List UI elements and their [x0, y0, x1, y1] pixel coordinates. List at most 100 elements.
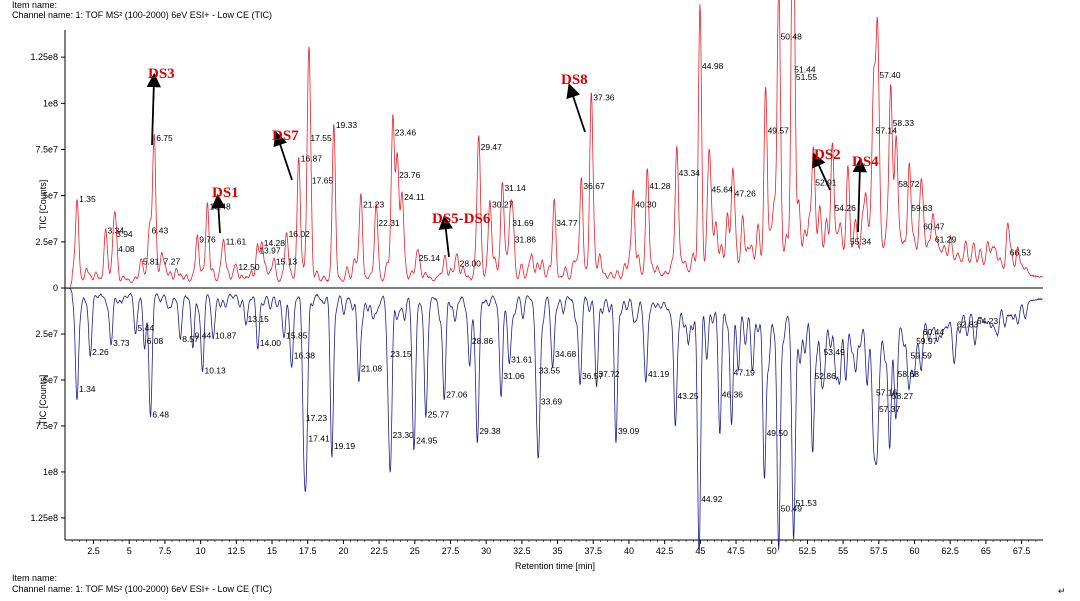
x-tick-label: 15 [267, 546, 277, 556]
peak-label-top: 16.02 [289, 229, 311, 239]
y-axis-label-top: TIC [Counts] [38, 180, 48, 231]
peak-label-top: 36.67 [583, 181, 605, 191]
y-tick-label-bottom: 2.5e7 [35, 329, 58, 339]
annotations: DS3 DS1 DS7 DS5-DS6 DS8 DS2 DS4 [146, 66, 879, 258]
peak-label-top: 49.57 [768, 126, 790, 136]
peak-label-bottom: 25.77 [428, 410, 450, 420]
x-tick-label: 47.5 [727, 546, 745, 556]
peak-label-bottom: 41.19 [648, 369, 670, 379]
x-tick-label: 62.5 [941, 546, 959, 556]
channel-name-label-top: Channel name: 1: TOF MS² (100-2000) 6eV … [12, 10, 273, 20]
x-tick-label: 57.5 [870, 546, 888, 556]
peak-label-bottom: 21.08 [361, 364, 383, 374]
peak-label-bottom: 57.16 [876, 387, 898, 397]
x-tick-label: 37.5 [584, 546, 602, 556]
peak-label-bottom: 15.85 [286, 330, 308, 340]
annotation-arrow [812, 152, 831, 191]
peak-label-top: 31.14 [504, 183, 526, 193]
peak-label-top: 34.77 [556, 218, 578, 228]
y-tick-label-top: 2.5e7 [35, 237, 58, 247]
peak-label-top: 14.28 [264, 238, 286, 248]
peak-label-top: 23.46 [395, 127, 417, 137]
peak-label-top: 57.14 [876, 126, 898, 136]
annotation-label: DS5-DS6 [432, 211, 491, 227]
peak-label-bottom: 62.83 [957, 319, 979, 329]
x-tick-label: 50 [767, 546, 777, 556]
annotation-label: DS8 [561, 72, 588, 88]
peak-label-bottom: 31.61 [511, 354, 533, 364]
peak-label-top: 16.87 [301, 153, 323, 163]
peak-label-bottom: 36.57 [582, 371, 604, 381]
annotation-label: DS3 [148, 66, 175, 82]
x-tick-label: 40 [624, 546, 634, 556]
peak-label-top: 55.34 [850, 236, 872, 246]
annotation-arrow [211, 193, 226, 234]
traces [66, 0, 1043, 555]
annotation-arrow [438, 214, 453, 258]
x-tick-label: 27.5 [442, 546, 460, 556]
peak-label-bottom: 33.69 [541, 397, 563, 407]
peak-label-top: 6.43 [152, 225, 169, 235]
peak-label-top: 22.31 [378, 218, 400, 228]
peak-label-top: 43.34 [679, 168, 701, 178]
peak-label-top: 15.13 [276, 257, 298, 267]
annotation-arrow [852, 157, 867, 233]
x-tick-label: 12.5 [228, 546, 246, 556]
x-tick-label: 67.5 [1013, 546, 1031, 556]
peak-label-top: 19.33 [336, 120, 358, 130]
y-tick-label-top: 1e8 [43, 98, 58, 108]
peak-label-top: 44.98 [702, 61, 724, 71]
peak-label-bottom: 46.36 [722, 389, 744, 399]
end-mark: ↵ [1058, 586, 1066, 596]
x-tick-label: 42.5 [656, 546, 674, 556]
peak-label-bottom: 33.55 [539, 365, 561, 375]
x-tick-label: 30 [481, 546, 491, 556]
x-tick-label: 45 [695, 546, 705, 556]
peak-label-bottom: 17.41 [308, 433, 330, 443]
peak-label-bottom: 10.87 [215, 330, 237, 340]
peak-label-top: 30.27 [492, 199, 514, 209]
peak-label-top: 25.14 [419, 253, 441, 263]
peak-label-bottom: 53.49 [824, 347, 846, 357]
peak-label-bottom: 51.53 [796, 498, 818, 508]
peak-label-top: 17.65 [312, 175, 334, 185]
x-tick-label: 35 [553, 546, 563, 556]
peak-label-top: 13.97 [259, 246, 281, 256]
peak-label-bottom: 59.59 [911, 351, 933, 361]
x-tick-label: 32.5 [513, 546, 531, 556]
peak-label-bottom: 5.44 [138, 323, 155, 333]
peak-label-bottom: 23.15 [390, 349, 412, 359]
y-tick-label-top: 0 [53, 283, 58, 293]
y-tick-label-bottom: 5e7 [43, 375, 58, 385]
x-tick-label: 20 [338, 546, 348, 556]
plot-frame: 2.5 5 7.5 10 12.5 15 17.5 20 22.5 25 27.5 30 32.5 35 3… [30, 30, 1043, 556]
peak-label-top: 37.36 [593, 92, 615, 102]
item-name-label-bottom: Item name: [12, 573, 58, 583]
peak-label-top: 66.53 [1010, 247, 1032, 257]
peak-label-top: 54.26 [835, 203, 857, 213]
x-tick-label: 7.5 [159, 546, 172, 556]
peak-label-top: 41.28 [649, 181, 671, 191]
x-tick-label: 10 [196, 546, 206, 556]
peak-label-bottom: 14.00 [260, 338, 282, 348]
annotation-label: DS7 [272, 128, 299, 144]
x-tick-label: 5 [127, 546, 132, 556]
peak-label-bottom: 6.48 [152, 410, 169, 420]
peak-label-bottom: 23.30 [393, 430, 415, 440]
y-tick-label-bottom: 1.25e8 [30, 513, 58, 523]
peak-label-bottom: 1.34 [79, 384, 96, 394]
peak-label-bottom: 16.38 [294, 351, 316, 361]
peak-label-bottom: 29.38 [479, 426, 501, 436]
peak-label-top: 31.69 [512, 218, 534, 228]
peak-label-bottom: 10.13 [204, 365, 226, 375]
peak-label-top: 58.72 [898, 179, 920, 189]
x-axis-label: Retention time [min] [515, 561, 595, 571]
annotation-label: DS1 [212, 185, 239, 201]
peak-label-top: 9.76 [199, 235, 216, 245]
peak-label-top: 24.11 [404, 192, 425, 202]
peak-label-bottom: 24.95 [416, 435, 438, 445]
peak-label-top: 60.47 [923, 222, 945, 232]
peak-label-top: 3.94 [116, 229, 133, 239]
x-tick-label: 2.5 [87, 546, 100, 556]
